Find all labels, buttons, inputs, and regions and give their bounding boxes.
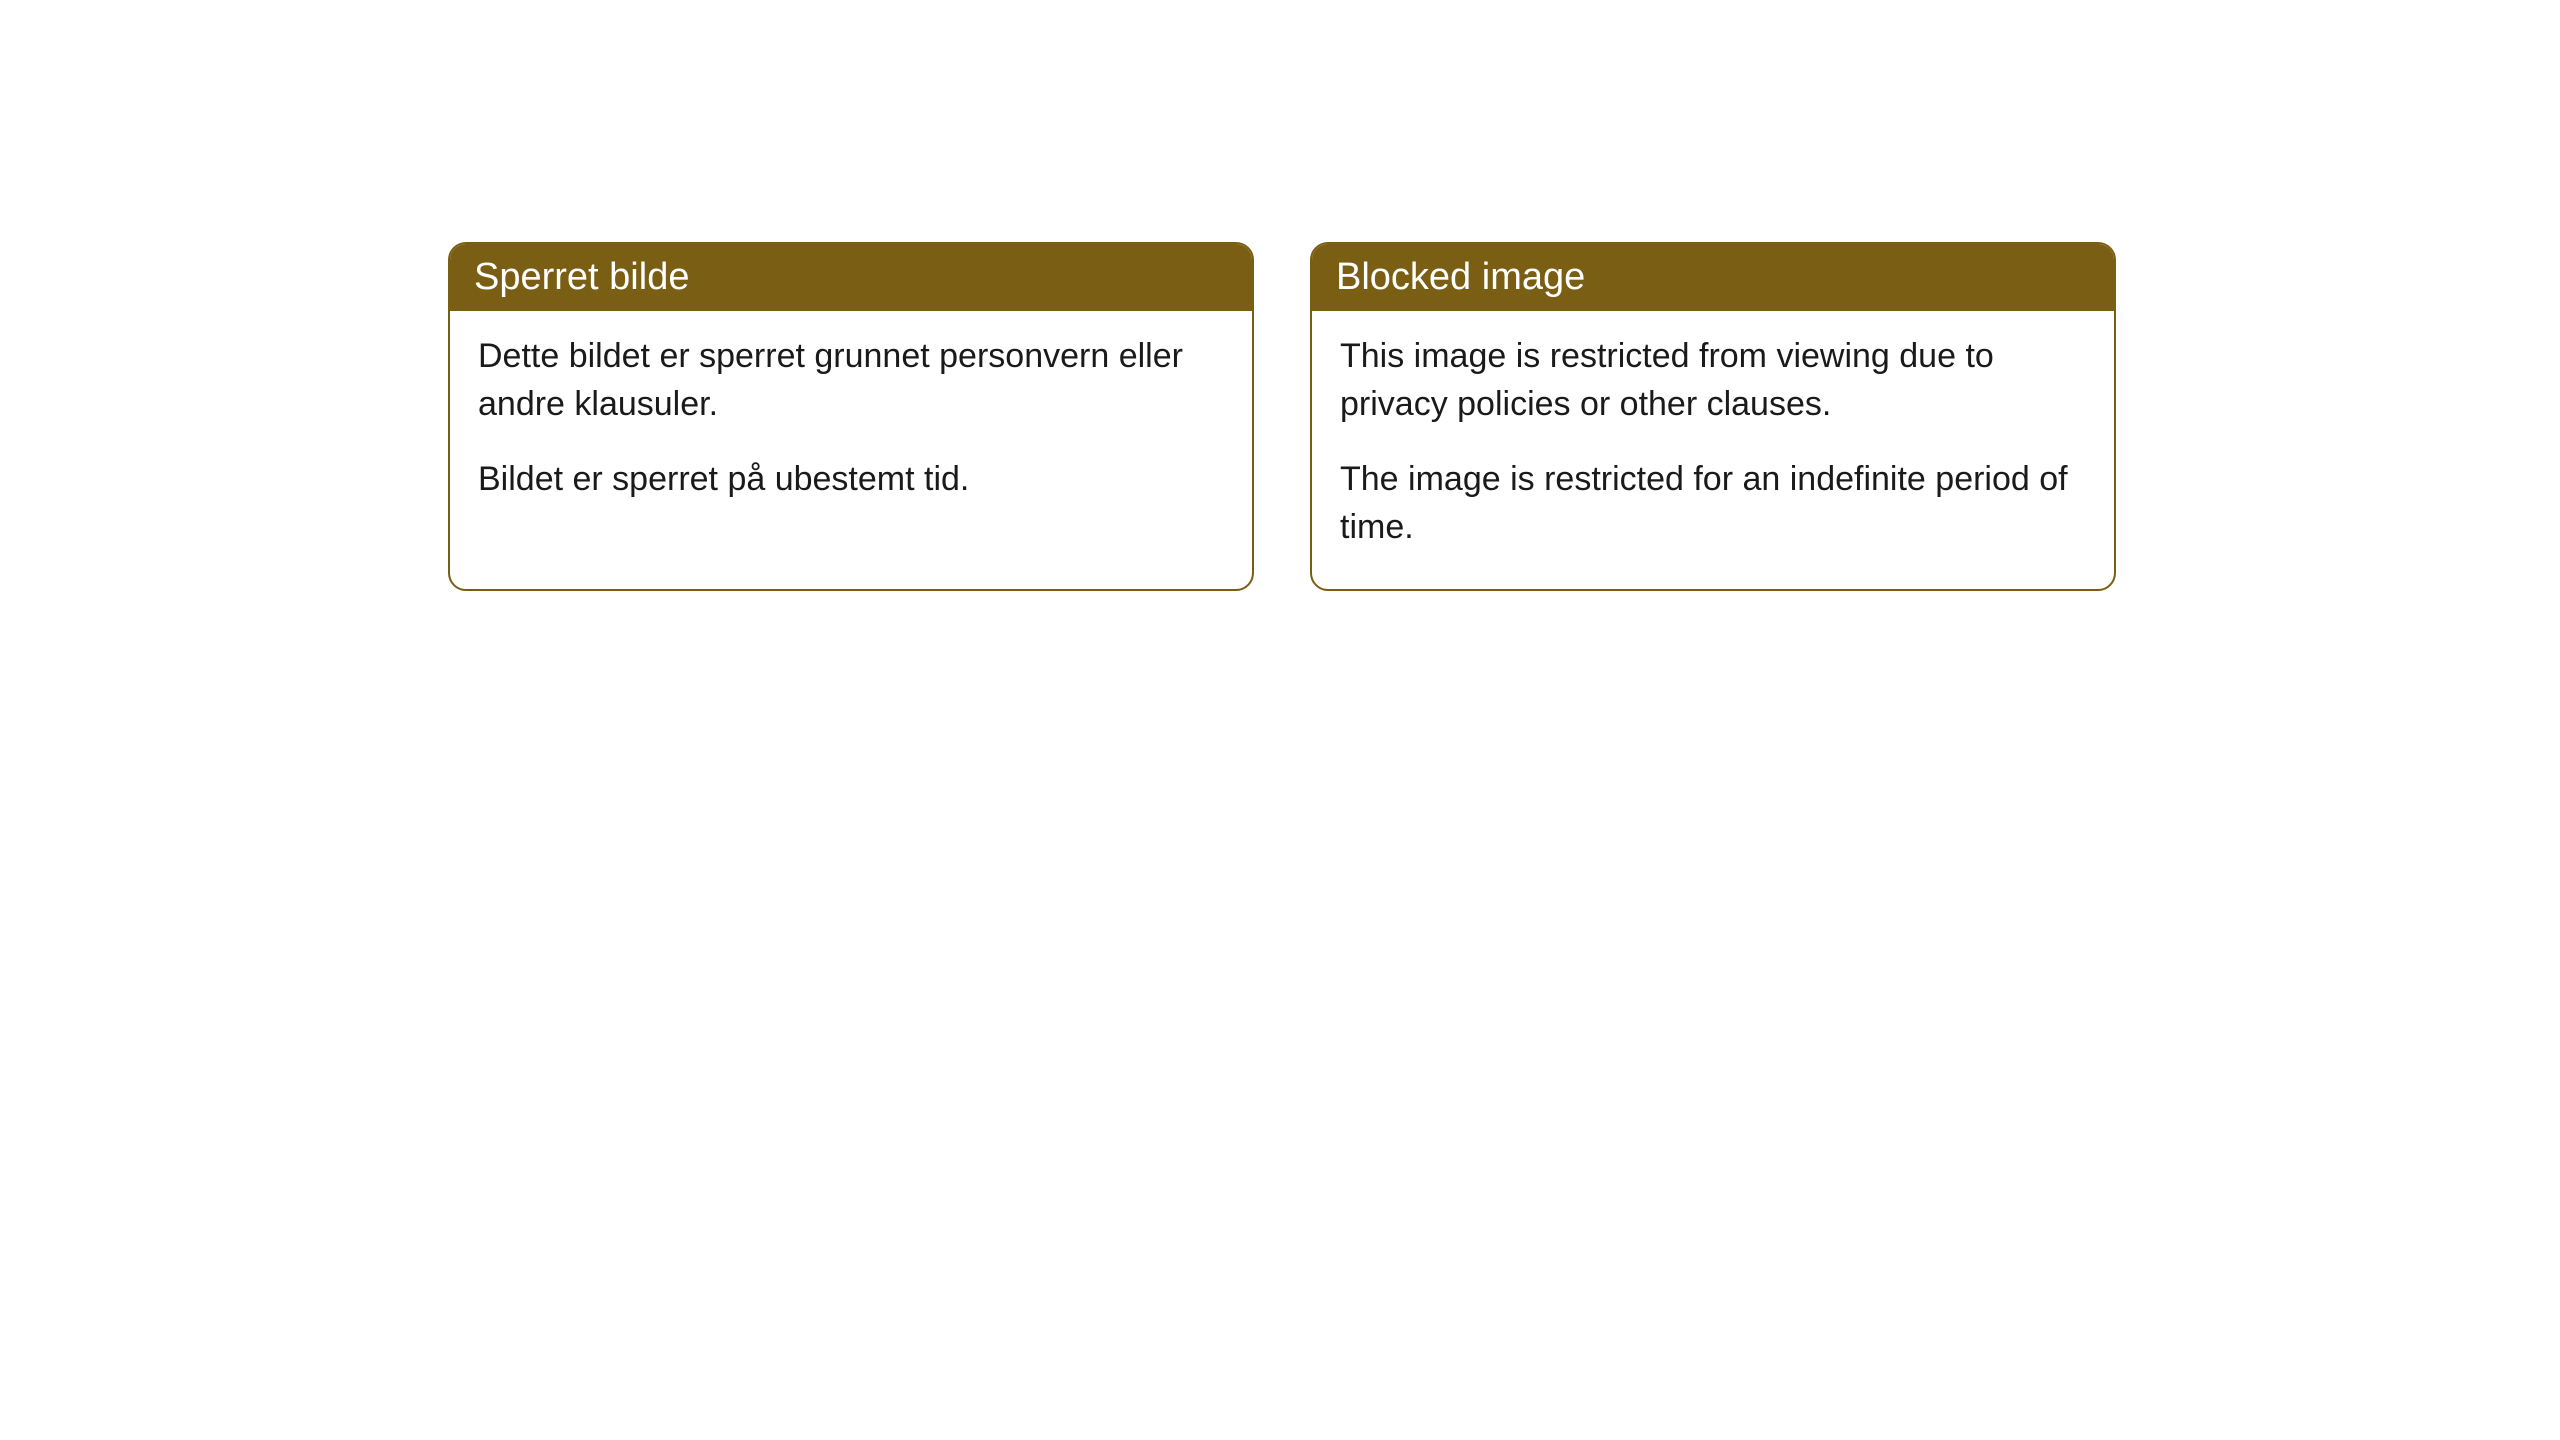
- card-paragraph: Bildet er sperret på ubestemt tid.: [478, 456, 1224, 504]
- card-title: Sperret bilde: [474, 256, 689, 298]
- card-body: This image is restricted from viewing du…: [1312, 311, 2114, 589]
- card-title: Blocked image: [1336, 256, 1585, 298]
- card-paragraph: Dette bildet er sperret grunnet personve…: [478, 333, 1224, 428]
- card-header: Blocked image: [1312, 244, 2114, 311]
- notice-cards-container: Sperret bilde Dette bildet er sperret gr…: [448, 242, 2116, 591]
- card-paragraph: This image is restricted from viewing du…: [1340, 333, 2086, 428]
- card-paragraph: The image is restricted for an indefinit…: [1340, 456, 2086, 551]
- card-header: Sperret bilde: [450, 244, 1252, 311]
- notice-card-english: Blocked image This image is restricted f…: [1310, 242, 2116, 591]
- card-body: Dette bildet er sperret grunnet personve…: [450, 311, 1252, 542]
- notice-card-norwegian: Sperret bilde Dette bildet er sperret gr…: [448, 242, 1254, 591]
